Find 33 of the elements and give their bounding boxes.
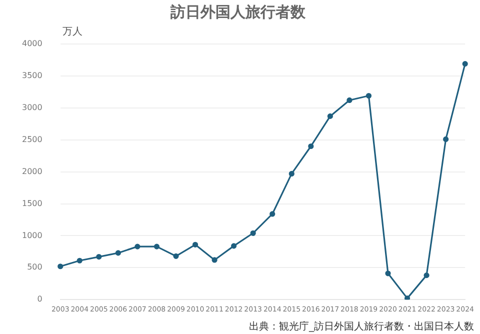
y-tick-label: 2500	[22, 134, 42, 144]
y-tick-label: 1500	[22, 198, 42, 208]
point	[327, 113, 333, 120]
point	[173, 253, 179, 259]
y-tick-label: 1000	[22, 230, 42, 240]
point	[288, 170, 294, 177]
point	[308, 143, 314, 150]
y-tick-label: 3000	[22, 102, 42, 112]
point	[154, 244, 160, 250]
y-tick-label: 3500	[22, 71, 42, 80]
y-tick-label: 2000	[22, 166, 42, 176]
y-tick-label: 500	[27, 262, 42, 272]
point	[250, 230, 256, 236]
y-tick-label: 4000	[22, 39, 42, 48]
point	[231, 243, 237, 249]
point	[115, 250, 121, 256]
point	[76, 258, 82, 264]
point	[346, 97, 352, 104]
y-axis-title: 万人	[62, 26, 82, 38]
point	[424, 272, 430, 278]
y-tick-label: 0	[37, 294, 42, 304]
point	[385, 270, 391, 276]
point	[366, 92, 372, 99]
point	[270, 211, 276, 217]
point	[462, 61, 468, 67]
point	[443, 136, 449, 142]
source-note: 出典：観光庁_訪日外国人旅行者数・出国日本人数	[249, 320, 474, 333]
chart-title: 訪日外国人旅行者数	[170, 2, 306, 21]
point	[212, 257, 218, 263]
point	[192, 242, 198, 248]
point	[134, 244, 140, 250]
point	[58, 264, 64, 270]
point	[96, 254, 102, 260]
